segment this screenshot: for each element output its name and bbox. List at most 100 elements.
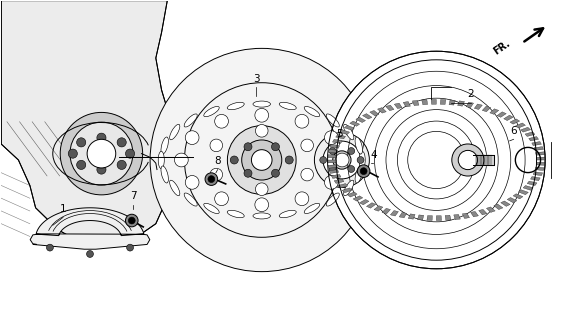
Circle shape (255, 124, 268, 137)
Polygon shape (458, 101, 465, 106)
Circle shape (47, 244, 53, 251)
Circle shape (329, 148, 336, 155)
Polygon shape (386, 105, 394, 111)
Circle shape (295, 114, 309, 128)
Ellipse shape (158, 151, 164, 169)
Polygon shape (510, 119, 520, 124)
Polygon shape (403, 101, 411, 107)
Ellipse shape (204, 203, 219, 213)
Circle shape (320, 156, 327, 164)
Circle shape (251, 150, 272, 170)
Circle shape (255, 108, 269, 122)
Circle shape (242, 140, 282, 180)
Polygon shape (347, 192, 357, 197)
Circle shape (70, 122, 133, 185)
Polygon shape (342, 188, 352, 193)
Circle shape (125, 214, 138, 227)
Circle shape (271, 143, 279, 151)
Ellipse shape (227, 210, 244, 218)
Circle shape (60, 112, 143, 195)
Polygon shape (417, 215, 424, 220)
Polygon shape (516, 123, 526, 128)
Ellipse shape (304, 203, 320, 213)
Ellipse shape (227, 102, 244, 110)
Ellipse shape (184, 193, 197, 206)
Ellipse shape (170, 180, 180, 196)
Circle shape (87, 139, 116, 168)
Ellipse shape (161, 166, 168, 183)
Circle shape (348, 148, 355, 155)
Circle shape (244, 169, 252, 177)
Circle shape (348, 165, 355, 172)
Polygon shape (507, 197, 517, 203)
Polygon shape (382, 208, 390, 214)
Polygon shape (532, 141, 542, 146)
Ellipse shape (344, 180, 354, 196)
Circle shape (333, 151, 351, 169)
Polygon shape (350, 121, 359, 126)
Circle shape (230, 156, 238, 164)
Ellipse shape (355, 137, 362, 154)
Circle shape (452, 144, 484, 176)
Circle shape (97, 133, 106, 142)
Circle shape (125, 149, 135, 158)
Polygon shape (1, 1, 173, 246)
Polygon shape (501, 201, 510, 206)
Polygon shape (338, 184, 348, 188)
Polygon shape (486, 207, 495, 212)
Ellipse shape (344, 124, 354, 140)
Text: 8: 8 (214, 156, 221, 166)
Circle shape (210, 168, 223, 181)
Polygon shape (412, 100, 419, 106)
Text: 4: 4 (370, 150, 377, 160)
Polygon shape (466, 102, 474, 108)
Polygon shape (519, 190, 528, 195)
Circle shape (357, 156, 364, 164)
Polygon shape (482, 106, 490, 112)
Circle shape (357, 165, 370, 178)
Polygon shape (513, 194, 523, 199)
Polygon shape (370, 110, 379, 116)
Polygon shape (534, 147, 543, 150)
Ellipse shape (170, 124, 180, 140)
Text: 7: 7 (129, 191, 136, 201)
Ellipse shape (359, 151, 365, 169)
Circle shape (128, 217, 135, 224)
Circle shape (210, 139, 223, 152)
Circle shape (214, 192, 228, 206)
Polygon shape (431, 100, 436, 104)
Polygon shape (533, 172, 543, 176)
Polygon shape (328, 155, 336, 158)
Circle shape (76, 160, 86, 170)
Polygon shape (328, 160, 336, 163)
Polygon shape (536, 157, 545, 160)
Text: FR.: FR. (492, 38, 512, 56)
Ellipse shape (161, 137, 168, 154)
Polygon shape (436, 216, 442, 220)
Ellipse shape (326, 114, 339, 127)
Polygon shape (445, 215, 451, 220)
Circle shape (208, 176, 215, 182)
Polygon shape (356, 117, 366, 123)
Polygon shape (462, 213, 470, 219)
Circle shape (185, 175, 199, 189)
Polygon shape (362, 114, 372, 119)
Polygon shape (449, 100, 455, 105)
Polygon shape (332, 139, 342, 143)
Polygon shape (340, 130, 350, 134)
Polygon shape (328, 149, 338, 153)
Polygon shape (454, 214, 461, 220)
Polygon shape (440, 100, 446, 104)
Circle shape (324, 131, 338, 145)
Circle shape (301, 168, 313, 181)
Polygon shape (329, 170, 339, 173)
Polygon shape (408, 214, 415, 219)
Circle shape (117, 160, 126, 170)
Ellipse shape (355, 166, 362, 183)
Circle shape (244, 143, 252, 151)
Polygon shape (344, 125, 354, 130)
Ellipse shape (279, 210, 296, 218)
Polygon shape (527, 181, 537, 186)
Polygon shape (328, 165, 337, 168)
Polygon shape (536, 162, 545, 165)
